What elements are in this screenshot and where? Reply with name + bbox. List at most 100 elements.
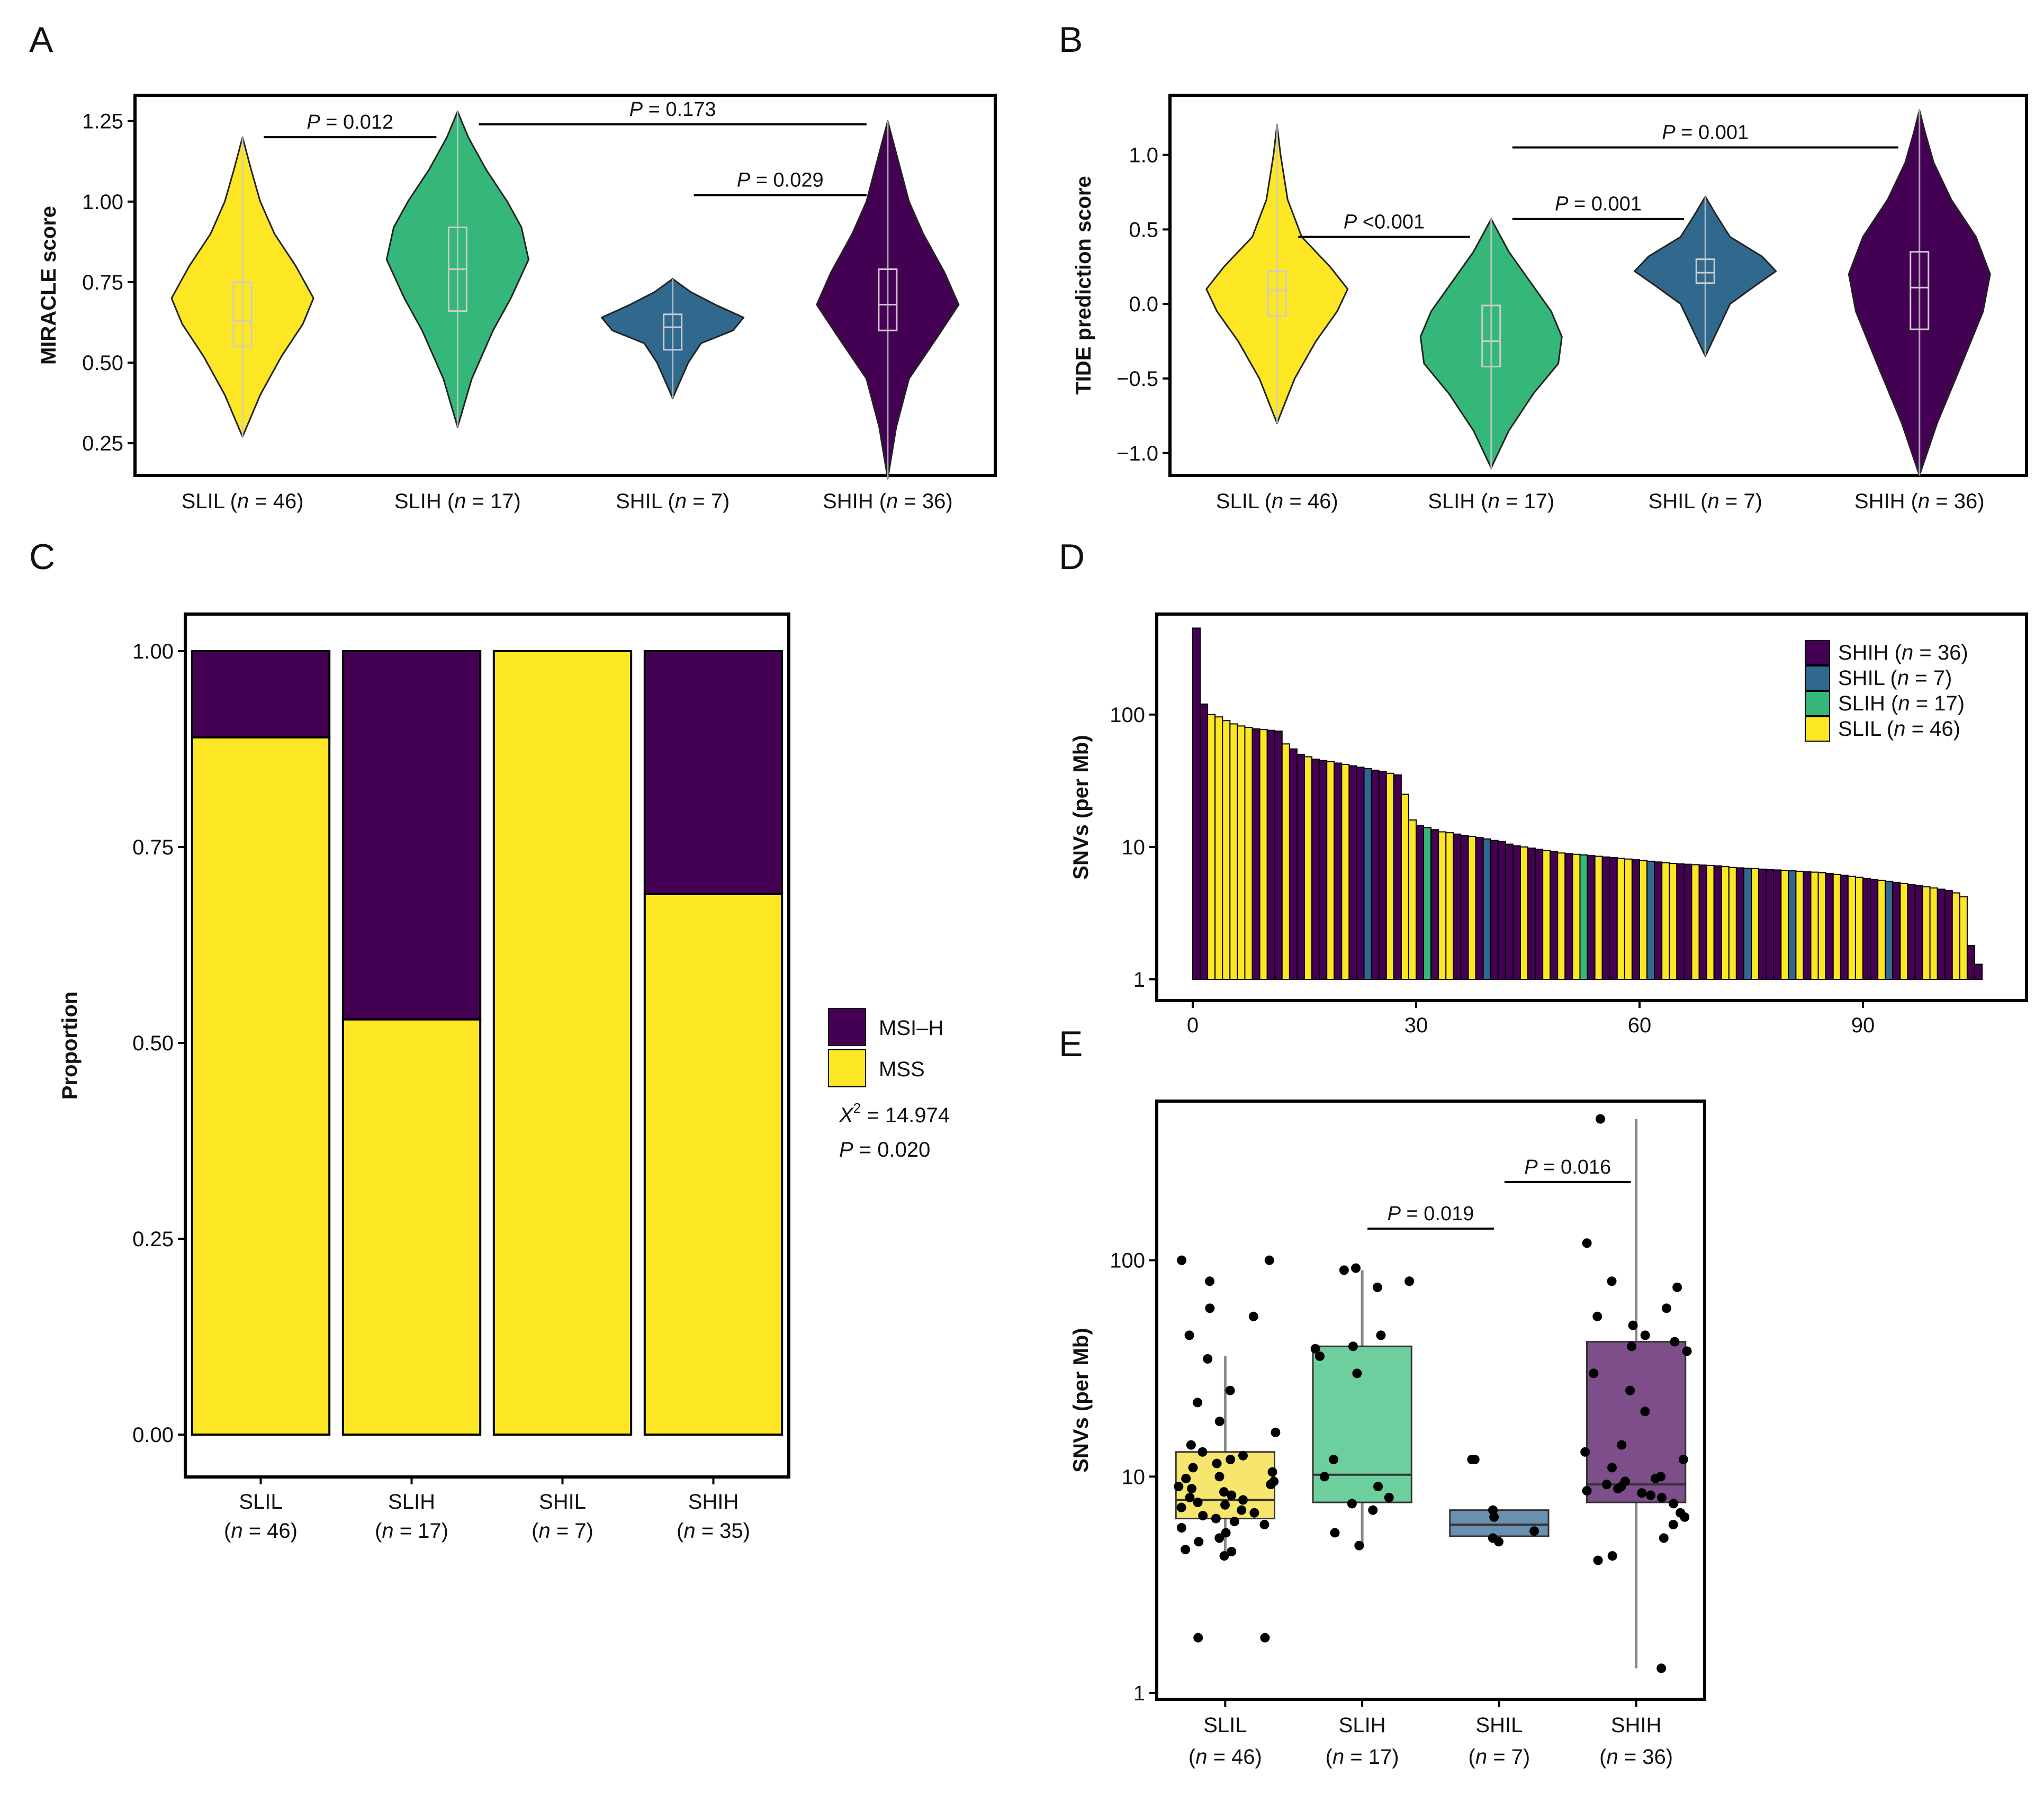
snv-bar (1289, 748, 1298, 980)
snv-bar (1974, 963, 1983, 980)
data-point (1670, 1337, 1680, 1347)
data-point (1212, 1458, 1222, 1468)
snv-bar (1616, 858, 1625, 980)
data-point (1592, 1311, 1602, 1321)
snv-bar (1192, 627, 1201, 980)
snv-bar (1683, 863, 1692, 980)
box-slil (1267, 270, 1287, 317)
data-point (1220, 1500, 1230, 1510)
snv-bar (1721, 866, 1730, 980)
y-tick-label: −0.5 (1116, 367, 1158, 391)
p-value-label: P = 0.019 (1388, 1203, 1474, 1225)
panel-letter-d: D (1059, 537, 1085, 577)
data-point (1227, 1490, 1237, 1500)
data-point (1194, 1537, 1204, 1547)
y-axis-title: MIRACLE score (37, 206, 60, 365)
snv-bar (1259, 729, 1268, 980)
legend-label: SLIL (n = 46) (1838, 717, 1960, 741)
legend-swatch-slil (1805, 716, 1830, 742)
snv-bar (1870, 878, 1879, 980)
panel-letter-b: B (1059, 20, 1083, 60)
data-point (1661, 1303, 1671, 1313)
y-tick-label: 1 (1133, 968, 1145, 992)
category-name: SLIL (1203, 1714, 1247, 1737)
category-name: SHIL (539, 1490, 586, 1513)
data-point (1187, 1484, 1197, 1494)
data-point (1238, 1495, 1248, 1505)
legend-swatch-shih (1805, 640, 1830, 665)
snv-bar (1594, 855, 1603, 980)
data-point (1607, 1463, 1617, 1473)
y-tick-label: 10 (1122, 1465, 1146, 1489)
snv-bar (1527, 848, 1536, 980)
snv-bar (1803, 871, 1812, 980)
snv-bar (1400, 794, 1409, 980)
category-n-label: (n = 35) (677, 1519, 750, 1543)
snv-bar (1654, 861, 1663, 980)
data-point (1185, 1492, 1195, 1502)
snv-bar (1646, 860, 1655, 980)
data-point (1260, 1633, 1270, 1643)
panel-letter-c: C (29, 537, 55, 577)
data-point (1226, 1454, 1236, 1464)
y-tick-label: −1.0 (1116, 442, 1158, 465)
y-tick-label: 0.50 (82, 352, 123, 375)
snv-bar (1840, 875, 1849, 980)
snv-bar (1460, 835, 1469, 980)
data-point (1214, 1472, 1224, 1482)
data-point (1656, 1472, 1666, 1482)
category-label: SHIL (n = 7) (1649, 490, 1762, 513)
data-point (1488, 1533, 1498, 1543)
snv-bar (1743, 868, 1752, 980)
snv-bar (1728, 867, 1737, 980)
category-label: SLIH (n = 17) (1428, 490, 1554, 513)
snv-bar (1519, 846, 1529, 980)
data-point (1193, 1498, 1203, 1508)
data-point (1669, 1499, 1679, 1509)
data-point (1529, 1526, 1539, 1536)
snv-bar (1885, 880, 1894, 980)
y-tick-label: 0.25 (132, 1228, 174, 1251)
snv-bar (1453, 833, 1462, 980)
snv-bar (1579, 854, 1588, 980)
category-label: SHIH (n = 36) (1854, 490, 1985, 513)
category-label: SHIL (n = 7) (616, 490, 730, 513)
snv-bar (1214, 716, 1223, 980)
data-point (1264, 1255, 1274, 1265)
x-tick-label: 60 (1628, 1014, 1652, 1037)
snv-bar (1200, 704, 1209, 980)
category-n-label: (n = 36) (1599, 1745, 1673, 1769)
category-n-label: (n = 17) (375, 1519, 448, 1543)
y-tick-label: 1.00 (132, 640, 174, 663)
data-point (1211, 1513, 1221, 1524)
data-point (1640, 1407, 1650, 1417)
data-point (1203, 1354, 1213, 1364)
snv-bar (1758, 868, 1767, 980)
snv-bar (1564, 853, 1573, 980)
data-point (1348, 1341, 1358, 1352)
p-value-label: P = 0.016 (1524, 1156, 1611, 1178)
snv-bar (1959, 896, 1968, 980)
snv-bar (1713, 865, 1722, 980)
snv-bar (1847, 876, 1856, 980)
data-point (1373, 1482, 1383, 1492)
snv-bar (1416, 825, 1425, 980)
p-value-label: P = 0.012 (307, 111, 393, 133)
snv-bar (1467, 836, 1476, 980)
legend-swatch-shil (1805, 665, 1830, 691)
data-point (1676, 1508, 1686, 1518)
data-point (1640, 1330, 1650, 1340)
snv-bar (1795, 870, 1804, 980)
bar-segment-mss (191, 736, 331, 1436)
snv-bar (1393, 774, 1402, 980)
data-point (1314, 1351, 1325, 1361)
box-shil (663, 313, 683, 351)
data-point (1219, 1487, 1229, 1497)
data-point (1354, 1540, 1364, 1551)
data-point (1198, 1511, 1208, 1521)
snv-bar (1341, 764, 1350, 980)
p-value-label: P = 0.173 (629, 98, 716, 121)
snv-bar (1788, 870, 1797, 980)
bar-segment-mss (643, 893, 784, 1436)
